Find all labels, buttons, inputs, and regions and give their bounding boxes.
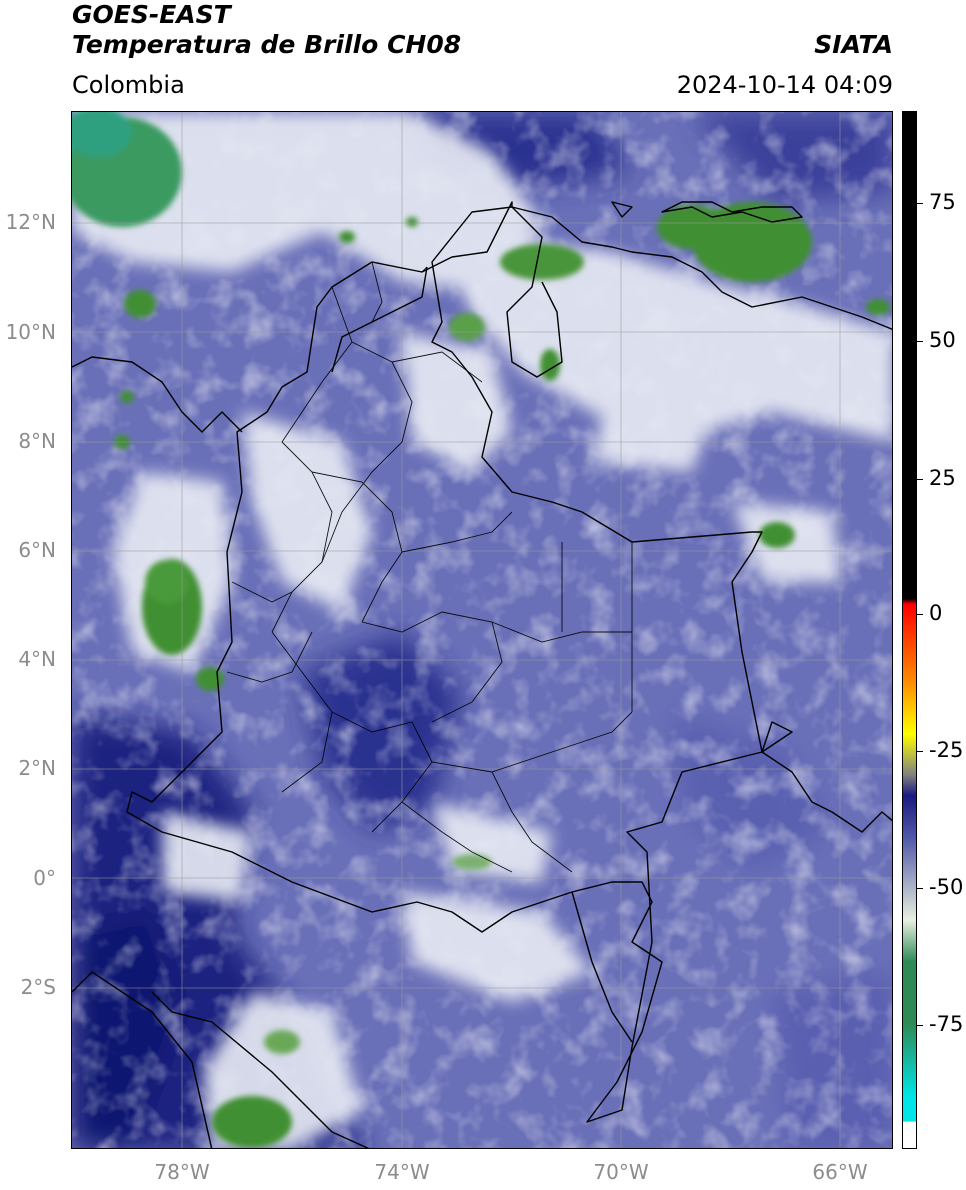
- colorbar-tick: [917, 479, 923, 480]
- product-title: Temperatura de Brillo CH08: [72, 30, 462, 59]
- lat-label-12n: 12°N: [5, 210, 56, 234]
- colorbar-label-0: 0: [929, 601, 943, 625]
- satellite-title: GOES-EAST: [72, 0, 231, 29]
- colorbar-tick: [917, 751, 923, 752]
- colorbar-label-75: 75: [929, 190, 956, 214]
- colorbar-label-m25: -25: [929, 738, 964, 762]
- satellite-map[interactable]: [71, 111, 893, 1149]
- lat-label-2n: 2°N: [18, 756, 56, 780]
- colorbar-tick: [917, 614, 923, 615]
- colorbar-label-m50: -50: [929, 875, 964, 899]
- datetime-label: 2024-10-14 04:09: [676, 71, 893, 99]
- source-label: SIATA: [814, 30, 893, 59]
- colorbar-label-25: 25: [929, 466, 956, 490]
- brightness-temperature-image: [72, 112, 892, 1148]
- lon-label-70w: 70°W: [593, 1160, 649, 1184]
- colorbar-tick: [917, 888, 923, 889]
- colorbar-tick: [917, 1025, 923, 1026]
- lat-label-10n: 10°N: [5, 320, 56, 344]
- region-label: Colombia: [72, 71, 185, 99]
- lat-label-6n: 6°N: [18, 538, 56, 562]
- colorbar-label-m75: -75: [929, 1012, 964, 1036]
- lat-label-0: 0°: [33, 866, 56, 890]
- lon-label-78w: 78°W: [154, 1160, 210, 1184]
- lat-label-2s: 2°S: [20, 975, 56, 999]
- lat-label-8n: 8°N: [18, 429, 56, 453]
- lat-label-4n: 4°N: [18, 647, 56, 671]
- colorbar-tick: [917, 203, 923, 204]
- temperature-colorbar: [902, 111, 917, 1149]
- colorbar-label-50: 50: [929, 328, 956, 352]
- colorbar-tick: [917, 341, 923, 342]
- lon-label-66w: 66°W: [812, 1160, 868, 1184]
- lon-label-74w: 74°W: [374, 1160, 430, 1184]
